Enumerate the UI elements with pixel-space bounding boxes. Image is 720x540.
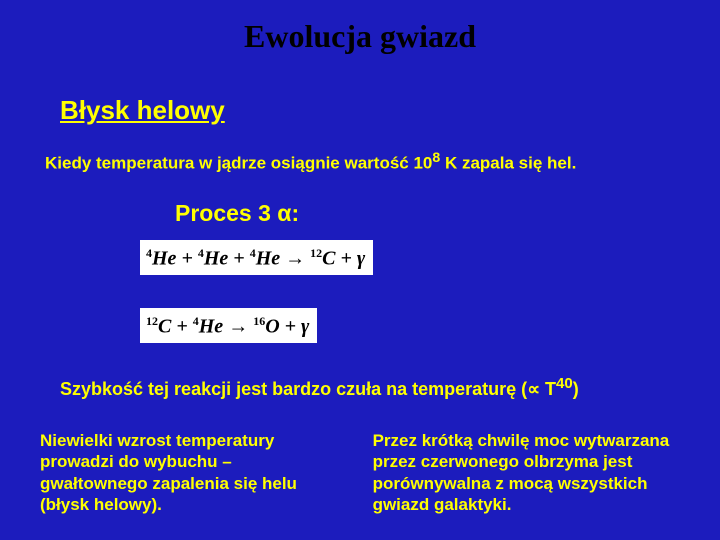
speed-exponent: 40 [556, 375, 573, 392]
eq2-sym: He [199, 316, 223, 338]
speed-prefix: Szybkość tej reakcji jest bardzo czuła n… [60, 379, 527, 399]
eq2-sym: γ [301, 316, 309, 338]
eq2-sup: 12 [146, 314, 158, 328]
eq2-sup: 16 [253, 314, 265, 328]
eq2-sym: O [265, 316, 279, 338]
equation-2-box: 12C + 4He → 16O + γ [140, 308, 317, 343]
bottom-columns: Niewielki wzrost temperatury prowadzi do… [40, 430, 690, 515]
speed-suffix: ) [573, 379, 579, 399]
process-suffix: : [291, 200, 299, 226]
alpha-symbol: α [277, 200, 291, 226]
section-heading: Błysk helowy [60, 95, 225, 126]
eq2-op: + [285, 316, 296, 338]
process-label: Proces 3 α: [175, 200, 299, 227]
eq2-sym: C [158, 316, 171, 338]
eq1-op: + [340, 248, 351, 270]
intro-suffix: K zapala się hel. [440, 154, 576, 173]
eq1-sym: C [322, 248, 335, 270]
intro-line: Kiedy temperatura w jądrze osiągnie wart… [45, 150, 576, 174]
eq1-sym: He [256, 248, 280, 270]
intro-prefix: Kiedy temperatura w jądrze osiągnie wart… [45, 154, 432, 173]
bottom-left-paragraph: Niewielki wzrost temperatury prowadzi do… [40, 430, 338, 515]
speed-mid: T [540, 379, 556, 399]
eq1-sym: He [152, 248, 176, 270]
slide: Ewolucja gwiazd Błysk helowy Kiedy tempe… [0, 0, 720, 540]
eq1-op: → [285, 248, 305, 270]
eq1-sym: He [204, 248, 228, 270]
bottom-right-paragraph: Przez krótką chwilę moc wytwarzana przez… [373, 430, 690, 515]
eq1-op: + [181, 248, 192, 270]
propto-symbol: ∝ [527, 379, 540, 399]
eq1-sym: γ [357, 248, 365, 270]
equation-1-box: 4He + 4He + 4He → 12C + γ [140, 240, 373, 275]
speed-line: Szybkość tej reakcji jest bardzo czuła n… [60, 375, 579, 400]
eq1-sup: 12 [310, 246, 322, 260]
slide-title: Ewolucja gwiazd [0, 18, 720, 55]
process-prefix: Proces 3 [175, 200, 277, 226]
eq2-op: + [176, 316, 187, 338]
eq2-op: → [228, 316, 248, 338]
eq1-op: + [233, 248, 244, 270]
